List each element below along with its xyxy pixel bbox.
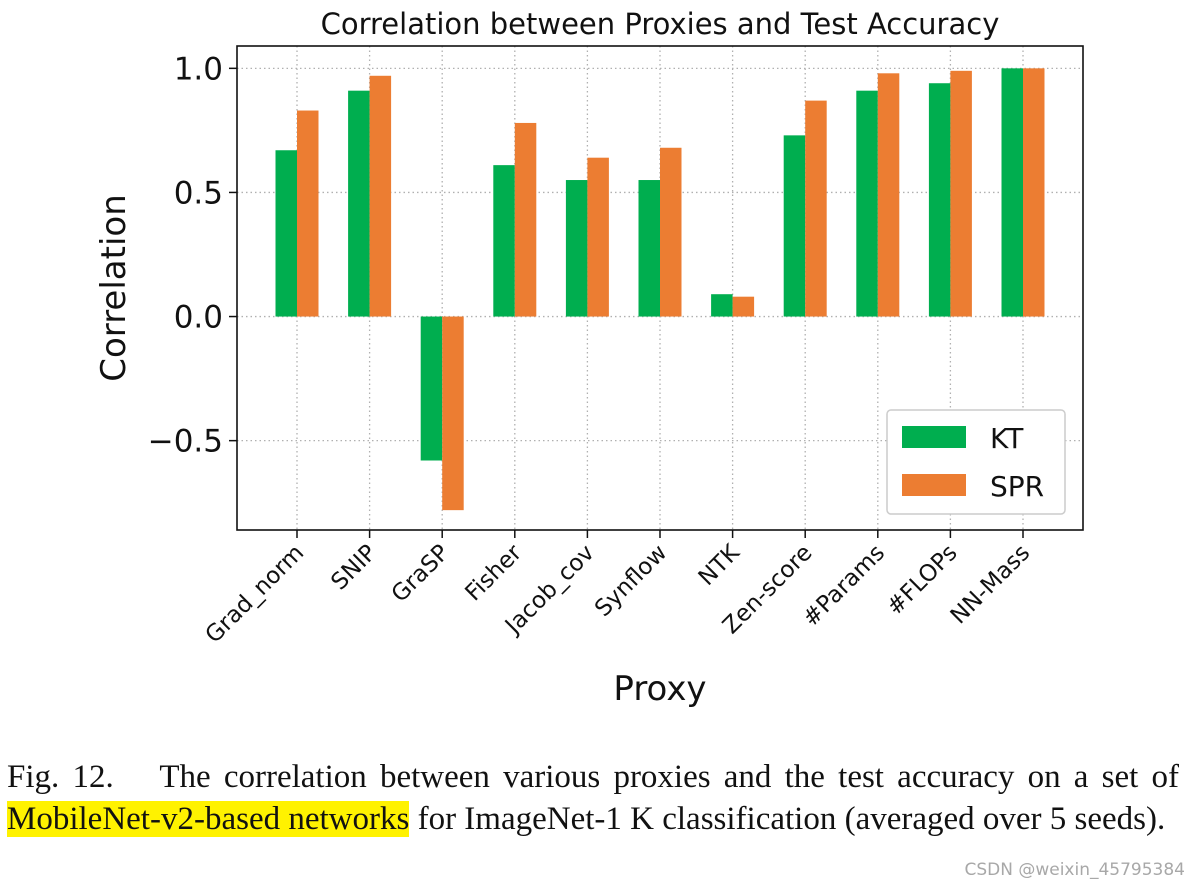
bar-kt (493, 165, 515, 317)
legend-swatch-spr (902, 474, 966, 496)
chart-title: Correlation between Proxies and Test Acc… (321, 7, 1000, 41)
bar-kt (565, 180, 588, 317)
x-axis-label: Proxy (613, 669, 706, 709)
bar-kt (638, 180, 660, 317)
bar-spr (1023, 68, 1045, 317)
y-tick-label: 0.0 (174, 300, 223, 336)
bar-spr (587, 157, 609, 317)
bar-spr (514, 122, 537, 317)
x-tick-label: NTK (694, 539, 746, 591)
y-axis-label: Correlation (94, 194, 134, 381)
x-tick-label: NN-Mass (946, 540, 1036, 630)
x-tick-label: Fisher (460, 539, 527, 606)
bar-spr (442, 316, 464, 511)
figure-caption: Fig. 12. The correlation between various… (7, 756, 1179, 840)
bar-kt (275, 150, 297, 317)
legend-label-kt: KT (990, 422, 1024, 455)
caption-suffix: for ImageNet-1 K classification (average… (409, 801, 1166, 837)
bar-spr (950, 70, 972, 317)
bar-chart: Correlation between Proxies and Test Acc… (94, 7, 1084, 709)
y-tick-label: 0.5 (174, 175, 223, 211)
bars (275, 68, 1045, 511)
x-tick-label: GraSP (387, 540, 455, 608)
bar-kt (348, 90, 370, 317)
legend-swatch-kt (902, 426, 966, 448)
y-axis-ticks: −0.5 0.0 0.5 1.0 (148, 51, 237, 460)
x-axis-ticks: Grad_norm SNIP GraSP FisherJacob_covSynflow… (201, 530, 1036, 649)
legend-label-spr: SPR (990, 470, 1044, 503)
x-tick-label: SNIP (326, 540, 382, 596)
caption-highlight: MobileNet-v2-based networks (7, 801, 410, 837)
bar-spr (297, 110, 319, 317)
bar-kt (928, 83, 951, 317)
bar-kt (856, 90, 878, 317)
caption-prefix: Fig. 12. The correlation between various… (7, 759, 1179, 795)
bar-spr (660, 147, 682, 317)
bar-kt (711, 294, 733, 317)
bar-spr (805, 100, 827, 317)
x-tick-label: Grad_norm (201, 540, 310, 649)
bar-kt (783, 135, 806, 317)
y-tick-label: −0.5 (148, 424, 223, 460)
bar-kt (420, 316, 443, 461)
legend: KT SPR (886, 409, 1066, 515)
watermark: CSDN @weixin_45795384 (964, 860, 1185, 880)
bar-spr (369, 75, 392, 317)
bar-spr (732, 296, 755, 317)
bar-kt (1001, 68, 1023, 317)
bar-spr (877, 73, 900, 317)
y-tick-label: 1.0 (174, 51, 223, 87)
x-tick-label: Synflow (590, 540, 672, 622)
